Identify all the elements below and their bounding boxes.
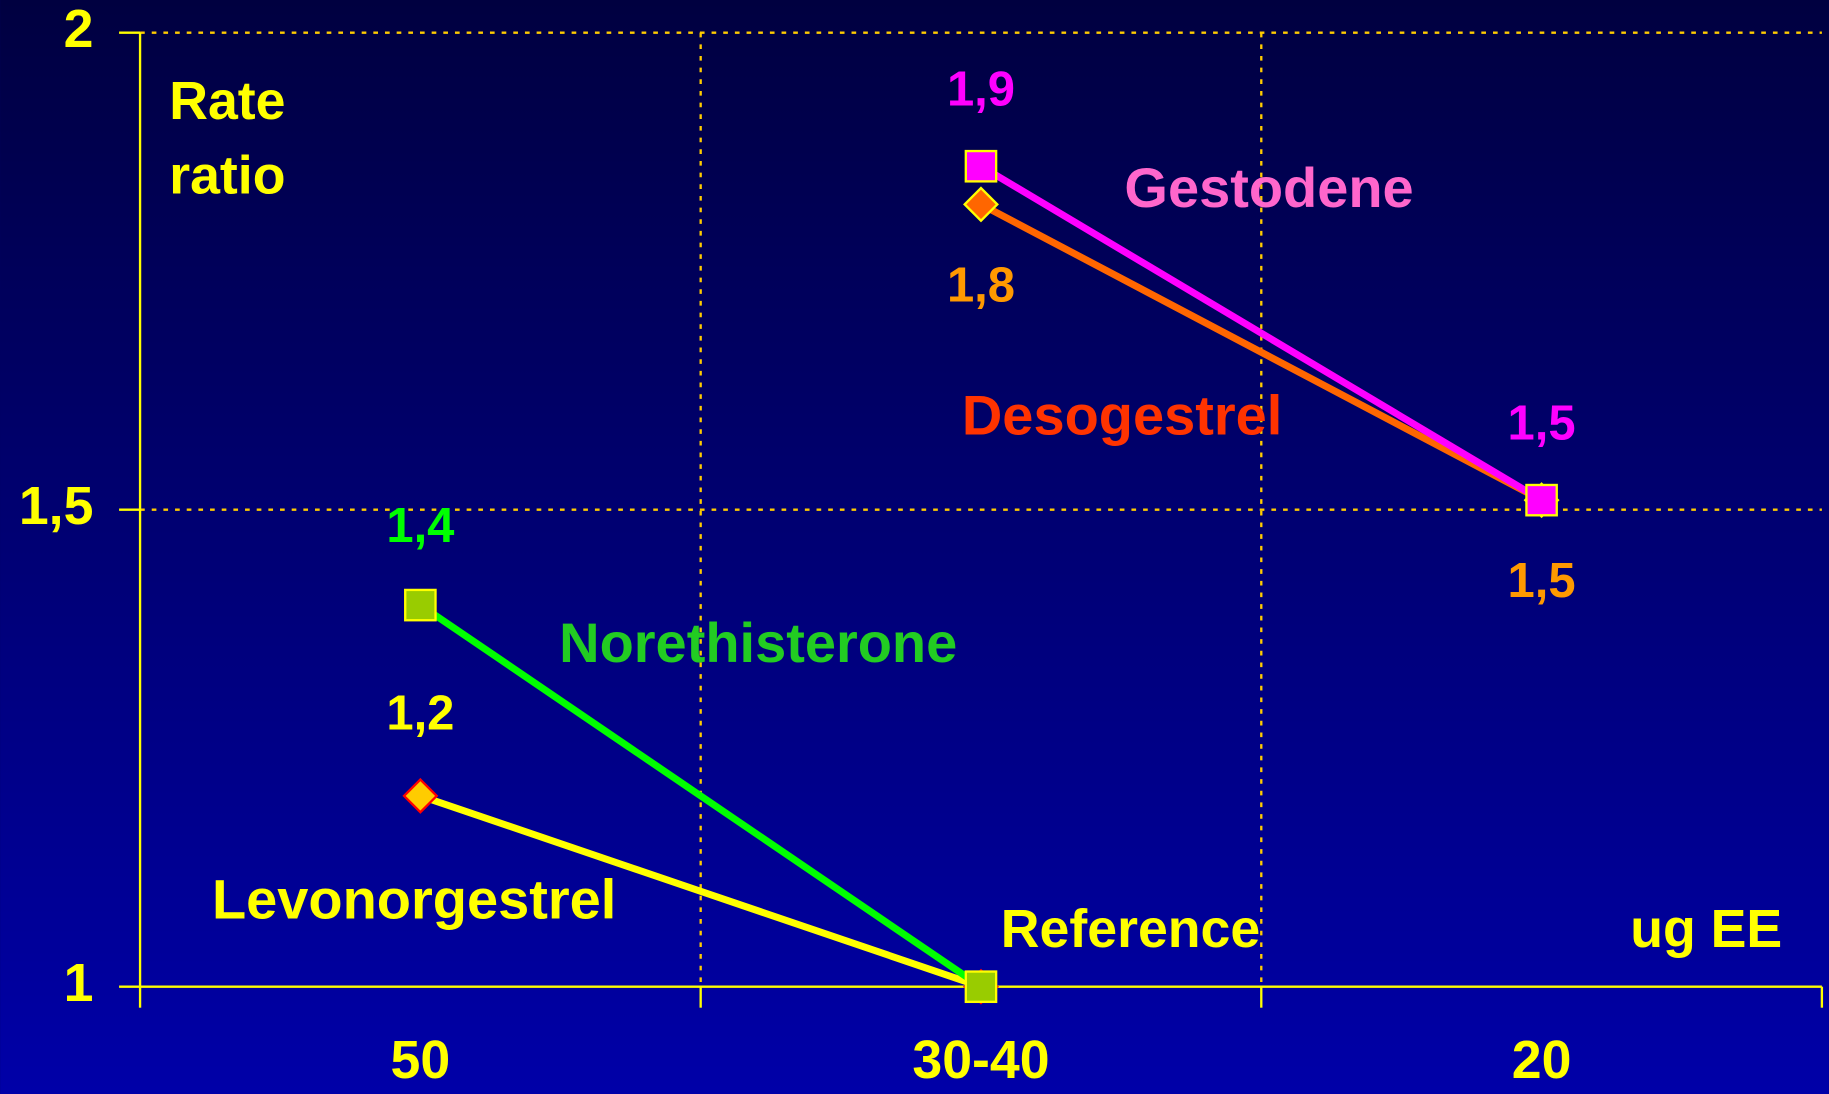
x-axis-label: ug EE (1630, 899, 1782, 959)
annotation: Reference (1001, 899, 1260, 959)
marker-square (964, 970, 998, 1004)
y-tick-label: 1,5 (19, 476, 94, 536)
series-label: Desogestrel (962, 384, 1282, 447)
series-line (979, 163, 1544, 504)
series-line (419, 792, 983, 991)
x-tick-label: 20 (1512, 1030, 1572, 1090)
series-line (418, 602, 983, 990)
series-label: Levonorgestrel (212, 868, 616, 931)
marker-square (1525, 483, 1558, 517)
x-tick-label: 30-40 (912, 1030, 1049, 1090)
data-label: 1,5 (1508, 397, 1576, 451)
marker-diamond (402, 777, 439, 814)
marker-square (964, 149, 998, 183)
data-label: 1,9 (947, 63, 1015, 117)
data-label: 1,4 (386, 499, 454, 553)
data-label: 1,2 (386, 687, 454, 741)
series-label: Norethisterone (559, 611, 957, 674)
series-label: Gestodene (1124, 156, 1413, 219)
data-label: 1,5 (1508, 554, 1576, 608)
data-label: 1,8 (947, 258, 1015, 312)
y-tick-label: 1 (64, 953, 94, 1013)
marker-square (404, 588, 437, 622)
x-tick-label: 50 (391, 1030, 451, 1090)
y-tick-label: 2 (64, 0, 94, 59)
y-axis-label: Rate ratio (169, 71, 285, 206)
marker-diamond (963, 186, 999, 223)
series-line (979, 201, 1544, 504)
